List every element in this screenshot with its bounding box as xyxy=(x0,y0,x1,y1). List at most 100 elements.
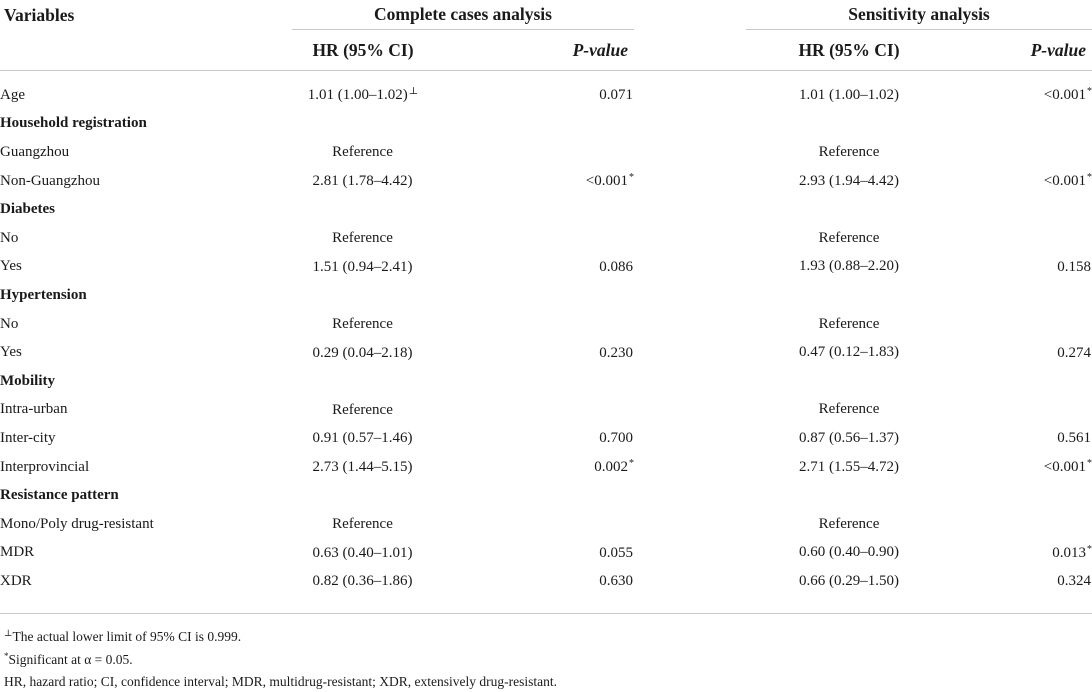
variable-label: Non-Guangzhou xyxy=(0,172,100,189)
pvalue-cell: 0.561 xyxy=(1057,430,1091,447)
pvalue-cell: 0.013* xyxy=(1052,543,1092,561)
table-row: No Reference Reference xyxy=(0,310,1092,339)
hr-ci-cell: Reference xyxy=(818,401,880,418)
table-row: XDR 0.82 (0.36–1.86) 0.630 0.66 (0.29–1.50)… xyxy=(0,567,1092,596)
footnote: HR, hazard ratio; CI, confidence interva… xyxy=(4,674,557,689)
variable-label: Age xyxy=(0,86,25,103)
variable-label: Yes xyxy=(0,344,22,361)
hr-ci-cell: Reference xyxy=(818,143,880,160)
hr-ci-cell: 0.66 (0.29–1.50) xyxy=(799,572,899,589)
hr-ci-cell: Reference xyxy=(818,515,880,532)
hr-ci-cell: 0.60 (0.40–0.90) xyxy=(799,544,899,561)
hr-ci-cell: 2.81 (1.78–4.42) xyxy=(312,173,413,190)
table-row: Age 1.01 (1.00–1.02)⊥ 0.071 1.01 (1.00–1.02… xyxy=(0,81,1092,110)
column-header-row: HR (95% CI) P-value HR (95% CI) P-value xyxy=(0,30,1092,71)
variable-label: XDR xyxy=(0,572,32,589)
footnote-mark: * xyxy=(629,172,634,184)
variable-label: Interprovincial xyxy=(0,458,90,475)
hr-ci-cell: Reference xyxy=(332,316,393,333)
hr-ci-cell: Reference xyxy=(332,516,393,533)
pvalue-cell: <0.001* xyxy=(1043,458,1092,476)
hr-ci-cell: 1.93 (0.88–2.20) xyxy=(799,258,899,275)
category-label: Diabetes xyxy=(0,201,55,218)
pvalue-cell xyxy=(952,396,1092,425)
hr-ci-header: HR (95% CI) xyxy=(312,39,414,60)
footnote-mark: * xyxy=(1087,458,1092,470)
footnote-mark: * xyxy=(1087,543,1092,555)
hr-ci-cell: 0.91 (0.57–1.46) xyxy=(312,430,413,447)
hr-ci-cell: 0.63 (0.40–1.01) xyxy=(312,544,413,561)
pvalue-header: P-value xyxy=(572,39,628,60)
hr-ci-cell: Reference xyxy=(818,229,880,246)
pvalue-cell xyxy=(434,396,634,425)
pvalue-cell: 0.230 xyxy=(599,344,633,361)
pvalue-cell: 0.002* xyxy=(594,458,634,476)
variable-label: No xyxy=(0,229,19,246)
pvalue-cell xyxy=(952,310,1092,339)
hr-ci-cell: Reference xyxy=(818,315,880,332)
category-row: Diabetes xyxy=(0,195,1092,224)
pvalue-cell xyxy=(952,224,1092,253)
variables-header: Variables xyxy=(4,4,75,25)
hr-ci-cell: 1.51 (0.94–2.41) xyxy=(312,258,413,275)
table-row: Guangzhou Reference Reference xyxy=(0,138,1092,167)
table-row: Inter-city 0.91 (0.57–1.46) 0.700 0.87 (0.5… xyxy=(0,424,1092,453)
hr-ci-cell: 2.93 (1.94–4.42) xyxy=(799,172,899,189)
hr-ci-cell: 0.47 (0.12–1.83) xyxy=(799,344,899,361)
variable-label: Yes xyxy=(0,258,22,275)
hr-ci-cell: 1.01 (1.00–1.02) xyxy=(799,86,899,103)
hr-ci-cell: Reference xyxy=(332,401,393,418)
variable-label: Inter-city xyxy=(0,429,56,446)
hr-ci-cell: 1.01 (1.00–1.02)⊥ xyxy=(307,86,419,104)
hr-ci-header: HR (95% CI) xyxy=(798,39,900,60)
pvalue-cell: <0.001* xyxy=(1043,172,1092,190)
complete-cases-header: Complete cases analysis xyxy=(292,0,634,30)
hr-ci-cell: 2.73 (1.44–5.15) xyxy=(312,459,413,476)
table-row: Intra-urban Reference Reference xyxy=(0,396,1092,425)
footnote: *Significant at α = 0.05. xyxy=(4,650,133,667)
pvalue-cell: 0.086 xyxy=(599,258,633,275)
variable-label: Guangzhou xyxy=(0,143,70,160)
pvalue-cell xyxy=(434,310,634,339)
pvalue-cell: 0.055 xyxy=(599,544,633,561)
hazard-ratio-table: Variables Complete cases analysis Sensit… xyxy=(0,0,1092,596)
pvalue-cell: 0.071 xyxy=(599,87,633,104)
table-row: Mono/Poly drug-resistant Reference Referen… xyxy=(0,510,1092,539)
table-bottom-rule xyxy=(0,613,1092,614)
variable-label: Intra-urban xyxy=(0,401,68,418)
hr-ci-cell: 2.71 (1.55–4.72) xyxy=(799,458,899,475)
hr-ci-cell: 0.29 (0.04–2.18) xyxy=(312,344,413,361)
pvalue-cell: 0.700 xyxy=(599,430,633,447)
variable-label: MDR xyxy=(0,544,35,561)
footnote-mark: * xyxy=(1087,172,1092,184)
category-label: Mobility xyxy=(0,372,55,389)
sensitivity-header: Sensitivity analysis xyxy=(746,0,1092,30)
category-label: Resistance pattern xyxy=(0,487,119,504)
footnote-mark: * xyxy=(1087,86,1092,98)
pvalue-cell: 0.324 xyxy=(1057,573,1091,590)
pvalue-cell: 0.158 xyxy=(1057,258,1091,275)
category-label: Hypertension xyxy=(0,286,87,303)
pvalue-cell: <0.001* xyxy=(585,172,634,190)
table-row: No Reference Reference xyxy=(0,224,1092,253)
hr-ci-cell: Reference xyxy=(332,230,393,247)
pvalue-cell xyxy=(434,224,634,253)
table-row: Yes 1.51 (0.94–2.41) 0.086 1.93 (0.88–2.20)… xyxy=(0,253,1092,282)
variable-label: Mono/Poly drug-resistant xyxy=(0,515,154,532)
table-row: Non-Guangzhou 2.81 (1.78–4.42) <0.001* 2.93… xyxy=(0,167,1092,196)
category-row: Hypertension xyxy=(0,281,1092,310)
pvalue-cell xyxy=(952,510,1092,539)
pvalue-header: P-value xyxy=(1030,39,1086,60)
table-row: Interprovincial 2.73 (1.44–5.15) 0.002* 2.7… xyxy=(0,453,1092,482)
hr-ci-cell: 0.87 (0.56–1.37) xyxy=(799,429,899,446)
pvalue-cell: <0.001* xyxy=(1043,86,1092,104)
footnote-mark: ⊥ xyxy=(408,86,419,98)
hr-ci-cell: 0.82 (0.36–1.86) xyxy=(312,573,413,590)
pvalue-cell: 0.630 xyxy=(599,573,633,590)
pvalue-cell xyxy=(434,138,634,167)
variable-label: No xyxy=(0,315,19,332)
pvalue-cell: 0.274 xyxy=(1057,344,1091,361)
table-footnotes: ⊥The actual lower limit of 95% CI is 0.9… xyxy=(4,624,557,692)
category-row: Mobility xyxy=(0,367,1092,396)
